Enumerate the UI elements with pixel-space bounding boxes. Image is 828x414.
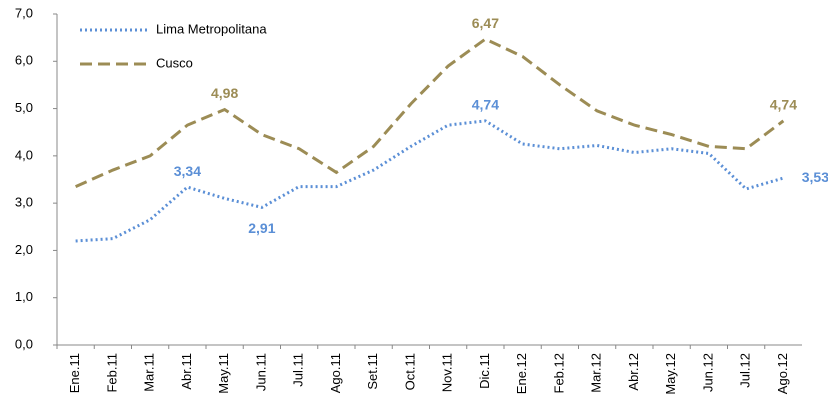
x-tick-label: Jul.12 (738, 353, 753, 388)
x-tick-label: Feb.12 (551, 353, 566, 393)
x-tick-label: Ene.12 (514, 353, 529, 394)
data-label: 4,98 (211, 85, 238, 101)
x-tick-label: Ago.11 (328, 353, 343, 393)
x-tick-label: May.12 (663, 353, 678, 395)
legend-label: Cusco (156, 55, 193, 70)
x-tick-label: Jun.12 (700, 353, 715, 392)
x-tick-label: Ene.11 (67, 353, 82, 393)
series-line (75, 119, 784, 243)
y-tick-label: 1,0 (15, 289, 33, 304)
x-tick-label: Mar.11 (142, 353, 157, 392)
x-tick-label: Jun.11 (253, 353, 268, 391)
y-tick-label: 4,0 (15, 147, 33, 162)
data-label: 6,47 (472, 15, 499, 31)
y-tick-label: 7,0 (15, 5, 33, 20)
y-tick-label: 0,0 (15, 336, 33, 351)
series-line (75, 37, 785, 188)
data-label: 2,91 (248, 220, 275, 236)
data-label: 4,74 (770, 97, 797, 113)
data-label: 3,53 (802, 169, 828, 185)
x-tick-label: Mar.12 (589, 353, 604, 393)
y-tick-label: 5,0 (15, 100, 33, 115)
legend-label: Lima Metropolitana (156, 21, 267, 36)
x-tick-label: Oct.11 (402, 353, 417, 390)
data-label: 3,34 (174, 163, 201, 179)
x-tick-label: Nov.11 (440, 353, 455, 392)
data-label: 4,74 (472, 97, 499, 113)
x-tick-label: Dic.11 (477, 353, 492, 389)
x-tick-label: Ago.12 (775, 353, 790, 394)
y-tick-label: 6,0 (15, 53, 33, 68)
x-tick-label: Abr.11 (179, 353, 194, 390)
x-tick-label: May.11 (216, 353, 231, 394)
x-tick-label: Feb.11 (104, 353, 119, 393)
y-tick-label: 3,0 (15, 195, 33, 210)
x-tick-label: Jul.11 (291, 353, 306, 387)
y-tick-label: 2,0 (15, 242, 33, 257)
x-tick-label: Set.11 (365, 353, 380, 390)
x-tick-label: Abr.12 (626, 353, 641, 391)
